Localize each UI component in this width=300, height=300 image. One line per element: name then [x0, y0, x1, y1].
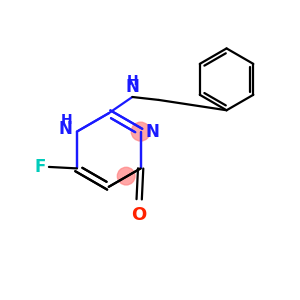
Text: F: F: [34, 158, 46, 176]
Circle shape: [131, 122, 150, 141]
Text: H: H: [61, 113, 73, 127]
Text: H: H: [127, 74, 139, 88]
Text: N: N: [145, 123, 159, 141]
Circle shape: [117, 167, 135, 185]
Text: N: N: [126, 78, 140, 96]
Text: O: O: [132, 206, 147, 224]
Text: N: N: [58, 120, 73, 138]
